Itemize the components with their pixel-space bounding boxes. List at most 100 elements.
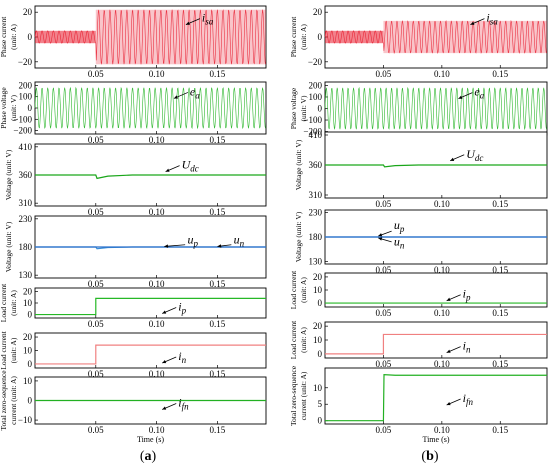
y-tick-label: 0 bbox=[28, 396, 33, 406]
y-tick-label: 20 bbox=[313, 272, 323, 282]
panel-a-5: 20 10 0 0.05 0.10 0.15 Load current(unit: A) ip bbox=[0, 283, 267, 329]
y-tick-label: 0 bbox=[28, 103, 33, 113]
label-arrow-head bbox=[217, 244, 222, 248]
x-tick-label: 0.10 bbox=[149, 279, 165, 289]
x-tick-label: 0.10 bbox=[434, 425, 450, 435]
label-arrow-head bbox=[446, 349, 451, 353]
plot-frame bbox=[324, 367, 548, 425]
y-tick-label: 410 bbox=[19, 142, 33, 152]
panel-a-4: 230 180 130 0.05 0.10 0.15 Voltage (unit: V) up… bbox=[4, 214, 267, 289]
x-tick-label: 0.05 bbox=[88, 69, 104, 79]
label-arrow-head bbox=[162, 310, 167, 314]
y-axis-label: Total zero-sequencecurrent (unit: A) bbox=[0, 370, 18, 431]
series-label-U-dc: Udc bbox=[466, 147, 483, 163]
x-tick-label: 0.15 bbox=[209, 279, 225, 289]
y-axis-label: Phase current(unit: A) bbox=[289, 16, 308, 58]
y-tick-label: 230 bbox=[19, 214, 33, 224]
x-tick-label: 0.15 bbox=[209, 135, 225, 145]
x-tick-label: 0.15 bbox=[209, 425, 225, 435]
y-tick-label: 100 bbox=[19, 92, 33, 102]
x-tick-label: 0.10 bbox=[434, 199, 450, 209]
y-tick-label: 20 bbox=[313, 321, 323, 331]
y-tick-label: 20 bbox=[23, 286, 33, 296]
x-tick-label: 0.05 bbox=[376, 265, 392, 275]
y-tick-label: 0 bbox=[318, 349, 323, 359]
x-tick-label: 0.10 bbox=[434, 69, 450, 79]
x-tick-label: 0.15 bbox=[492, 199, 508, 209]
series-label-i-fn: ifn bbox=[463, 391, 474, 407]
y-tick-label: 310 bbox=[19, 198, 33, 208]
x-tick-label: 0.10 bbox=[149, 425, 165, 435]
y-axis-label: Load current(unit: A) bbox=[289, 320, 308, 359]
panel-a-7: 10 0 −10 0.05 0.10 0.15 Total zero-sequencecur… bbox=[0, 370, 267, 444]
series-label-u-p: up bbox=[394, 218, 405, 234]
x-tick-label: 0.10 bbox=[149, 135, 165, 145]
y-tick-label: 0 bbox=[318, 104, 323, 114]
x-tick-label: 0.10 bbox=[149, 207, 165, 217]
x-tick-label: 0.05 bbox=[88, 207, 104, 217]
label-arrow-head bbox=[450, 157, 455, 161]
y-tick-label: 20 bbox=[23, 7, 33, 17]
x-tick-label: 0.05 bbox=[88, 425, 104, 435]
series-label-i-sa: isa bbox=[486, 11, 498, 27]
label-arrow-head bbox=[378, 233, 383, 237]
y-tick-label: 200 bbox=[309, 80, 323, 90]
series-envelope-before bbox=[325, 30, 384, 44]
y-axis-label: Phase voltage(unit: V) bbox=[289, 87, 308, 129]
x-tick-label: 0.05 bbox=[376, 308, 392, 318]
y-tick-label: 10 bbox=[313, 383, 323, 393]
series-label-e-a: ea bbox=[190, 84, 200, 100]
y-tick-label: 310 bbox=[309, 190, 323, 200]
y-tick-label: −20 bbox=[308, 57, 323, 67]
y-tick-label: −200 bbox=[13, 126, 32, 136]
y-axis-label: Total zero-sequencecurrent (unit: A) bbox=[289, 365, 308, 426]
y-tick-label: −100 bbox=[13, 114, 32, 124]
label-arrow-head bbox=[162, 406, 167, 410]
y-tick-label: −200 bbox=[303, 127, 322, 137]
x-tick-label: 0.15 bbox=[492, 308, 508, 318]
series-label-i-sa: isa bbox=[202, 11, 214, 27]
plot-frame bbox=[34, 287, 267, 319]
plot-frame bbox=[34, 332, 267, 369]
y-tick-label: 130 bbox=[19, 270, 33, 280]
x-tick-label: 0.05 bbox=[88, 135, 104, 145]
x-axis-label: Time (s) bbox=[137, 435, 164, 444]
y-tick-label: 20 bbox=[313, 7, 323, 17]
y-tick-label: 0 bbox=[28, 310, 33, 320]
y-tick-label: 10 bbox=[23, 298, 33, 308]
plot-frame bbox=[324, 321, 548, 359]
x-tick-label: 0.05 bbox=[376, 359, 392, 369]
series-line-i-fn bbox=[325, 373, 547, 422]
x-tick-label: 0.15 bbox=[492, 359, 508, 369]
series-label-u-n: un bbox=[394, 234, 405, 250]
label-arrow-head bbox=[164, 244, 169, 248]
x-tick-label: 0.10 bbox=[434, 359, 450, 369]
panel-b-3: 410 360 310 0.05 0.10 0.15 Voltage (unit: V) Ud… bbox=[294, 130, 548, 209]
x-tick-label: 0.05 bbox=[88, 319, 104, 329]
x-tick-label: 0.15 bbox=[209, 207, 225, 217]
y-tick-label: 10 bbox=[23, 376, 33, 386]
plot-frame bbox=[324, 272, 548, 308]
x-tick-label: 0.15 bbox=[209, 369, 225, 379]
panel-b-7: 10 5 0 0.05 0.10 0.15 Total zero-sequencecurre… bbox=[289, 365, 548, 444]
x-tick-label: 0.15 bbox=[492, 69, 508, 79]
label-arrow-head bbox=[165, 168, 170, 172]
panel-b-1: 20 0 −20 0.05 0.10 0.15 Phase current(unit: A)… bbox=[289, 5, 548, 79]
series-line-U-dc bbox=[35, 174, 266, 180]
x-tick-label: 0.10 bbox=[434, 265, 450, 275]
x-tick-label: 0.15 bbox=[209, 319, 225, 329]
series-label-i-p: ip bbox=[463, 287, 471, 303]
y-axis-label: Voltage (unit: V) bbox=[294, 211, 303, 262]
series-label-i-fn: ifn bbox=[178, 396, 189, 412]
x-tick-label: 0.05 bbox=[88, 279, 104, 289]
x-tick-label: 0.10 bbox=[434, 308, 450, 318]
panel-b-6: 20 10 0 0.05 0.10 0.15 Load current(unit: A) in bbox=[289, 320, 548, 369]
series-line-i-p bbox=[35, 297, 266, 316]
x-tick-label: 0.15 bbox=[492, 425, 508, 435]
series-label-U-dc: Udc bbox=[182, 158, 199, 174]
y-tick-label: 360 bbox=[19, 170, 33, 180]
y-tick-label: 0 bbox=[318, 32, 323, 42]
y-tick-label: 180 bbox=[19, 242, 33, 252]
